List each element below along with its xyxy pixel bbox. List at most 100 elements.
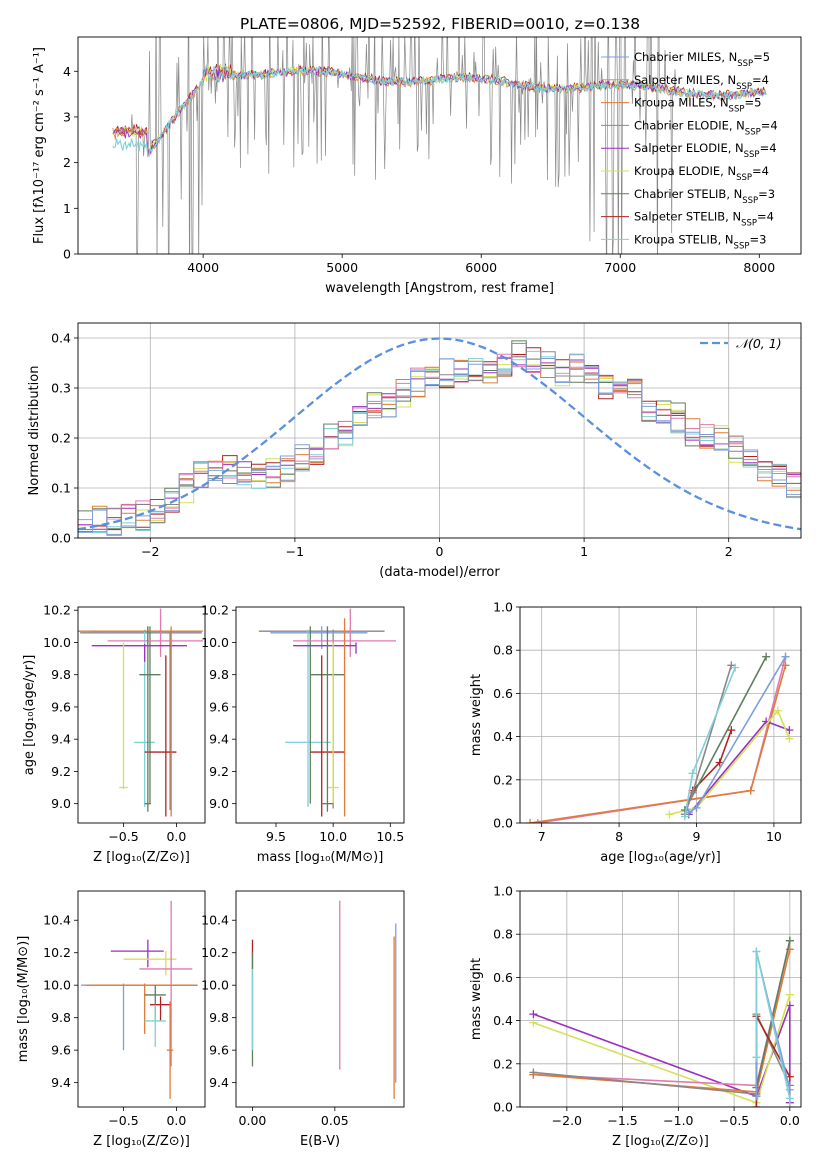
axes-frame: [235, 606, 405, 824]
legend-entry: Salpeter MILES, NSSP=4: [601, 73, 769, 92]
legend-label: Salpeter ELODIE, NSSP=4: [634, 141, 777, 160]
legend-label-sub: SSP: [736, 173, 752, 183]
legend-label: Salpeter MILES, NSSP=4: [634, 73, 769, 92]
x-axis-label: mass [log₁₀(M/M⊙)]: [257, 850, 384, 865]
weight-point-marker: [688, 769, 697, 778]
x-axis-label: Z [log₁₀(Z/Z⊙)]: [612, 1134, 709, 1149]
errorbar-point: [80, 631, 202, 811]
legend-label-sub: SSP: [737, 59, 753, 69]
weight-point-marker: [785, 990, 794, 999]
weight-point-marker: [533, 819, 542, 823]
weight-point-marker: [680, 812, 689, 821]
legend-label-value: =3: [749, 232, 766, 246]
axes-frame: [77, 36, 802, 255]
errorbar-point: [285, 629, 331, 807]
weight-point-marker: [526, 819, 535, 823]
y-axis-label: mass [log₁₀(M/M⊙)]: [16, 936, 31, 1063]
legend-label-sub: SSP: [745, 127, 761, 137]
x-tick-label: 7000: [604, 260, 636, 275]
axes-mass_vs_Z: −0.5 0.0 9.4 9.6 9.8 10.0 10.2 10.4 Z [log₁₀(Z/Z…: [16, 890, 206, 1149]
axes-weight_vs_age: 7 8 9 10 0.0 0.2 0.4 0.6 0.8 1.0 age [log₁₀(age/yr…: [469, 600, 802, 865]
weight-point-marker: [785, 1103, 794, 1107]
legend-label-text: Salpeter STELIB, N: [634, 210, 741, 224]
legend-label-value: =3: [758, 187, 775, 201]
axes-age_vs_Z: −0.5 0.0 9.0 9.2 9.4 9.6 9.8 10.0 10.2 Z [log₁₀(Z…: [22, 603, 206, 865]
legend-label-value: =4: [757, 210, 774, 224]
y-tick-label: 4: [63, 64, 71, 79]
x-tick-label: −1: [286, 544, 304, 559]
weight-series-line: [533, 1013, 791, 1095]
x-tick-label: 9: [693, 829, 701, 844]
weight-series-line: [755, 951, 791, 1107]
legend-entry: Chabrier STELIB, NSSP=3: [601, 187, 775, 206]
legend-label-text: Chabrier ELODIE, N: [634, 118, 745, 132]
legend-label-sub: SSP: [741, 219, 757, 229]
x-tick-label: 10: [766, 829, 782, 844]
legend-label: Salpeter STELIB, NSSP=4: [634, 210, 774, 229]
axes-frame: [519, 890, 802, 1108]
x-tick-label: 2: [725, 544, 733, 559]
y-tick-label: 10.0: [201, 635, 229, 650]
axes-frame: [235, 890, 405, 1108]
y-tick-label: 9.6: [51, 699, 71, 714]
y-axis-label: Normed distribution: [27, 366, 42, 496]
legend-label-text: Chabrier MILES, N: [634, 50, 737, 64]
x-axis-label: Z [log₁₀(Z/Z⊙)]: [93, 850, 190, 865]
y-tick-label: 0.8: [493, 643, 513, 658]
plot-area: [251, 900, 397, 1099]
y-tick-label: 0.2: [493, 1056, 513, 1071]
errorbar-point: [86, 983, 198, 1034]
y-tick-label: 0.8: [493, 927, 513, 942]
y-tick-label: 10.2: [201, 603, 229, 618]
x-tick-label: 1: [580, 544, 588, 559]
weight-point-marker: [752, 1053, 761, 1062]
weight-point-marker: [762, 652, 771, 661]
errorbar-point: [81, 983, 198, 1051]
x-axis-label: E(B-V): [300, 1134, 340, 1149]
y-tick-label: 9.8: [51, 1010, 71, 1025]
y-tick-label: 9.6: [51, 1043, 71, 1058]
y-tick-label: 9.2: [209, 764, 229, 779]
y-tick-label: 9.6: [209, 1043, 229, 1058]
y-tick-label: 9.4: [51, 732, 71, 747]
x-tick-label: 0.0: [166, 829, 186, 844]
legend-label-text: Kroupa MILES, N: [634, 96, 729, 110]
weight-series-line: [684, 656, 767, 811]
axes-spectrum: 4000 5000 6000 7000 8000 0 1 2 3 4 wavelength [Ang…: [32, 36, 802, 296]
y-tick-label: 2: [63, 155, 71, 170]
weight-series-line: [755, 940, 791, 1088]
legend-entry: Salpeter STELIB, NSSP=4: [601, 210, 774, 229]
weight-point-marker: [731, 663, 740, 672]
errorbar-point: [123, 951, 177, 976]
weight-point-marker: [785, 936, 794, 945]
x-tick-label: −2.0: [552, 1113, 582, 1128]
x-axis-label: age [log₁₀(age/yr)]: [600, 850, 721, 865]
x-tick-label: −1.5: [607, 1113, 637, 1128]
histogram-series: [78, 354, 801, 538]
plot-area: [520, 891, 801, 1107]
legend-label-value: =4: [752, 164, 769, 178]
legend-label-sub: SSP: [729, 105, 745, 115]
legend-label: Kroupa MILES, NSSP=5: [634, 96, 761, 115]
axes-frame: [77, 322, 802, 539]
x-tick-label: 0.0: [780, 1113, 800, 1128]
plot-layer: 4000 5000 6000 7000 8000 0 1 2 3 4 wavelength [Ang…: [16, 36, 802, 1149]
legend-entry: Salpeter ELODIE, NSSP=4: [601, 141, 777, 160]
legend-label-sub: SSP: [744, 150, 760, 160]
y-tick-label: 0.0: [51, 531, 71, 546]
legend-label: Chabrier MILES, NSSP=5: [634, 50, 770, 69]
legend-label-sub: SSP: [736, 82, 752, 92]
y-tick-label: 0.0: [493, 816, 513, 831]
weight-series-line: [688, 656, 787, 813]
weight-point-marker: [665, 810, 674, 819]
y-tick-label: 0.4: [493, 729, 513, 744]
y-tick-label: 9.4: [51, 1075, 71, 1090]
y-tick-label: 9.8: [51, 667, 71, 682]
plot-area: [112, 37, 767, 254]
spectrum-model-line: [112, 64, 767, 159]
errorbar-point: [327, 642, 339, 804]
weight-point-marker: [529, 1010, 538, 1019]
weight-point-marker: [785, 1094, 794, 1103]
y-tick-label: 10.4: [43, 913, 71, 928]
errorbar-point: [139, 900, 193, 1067]
